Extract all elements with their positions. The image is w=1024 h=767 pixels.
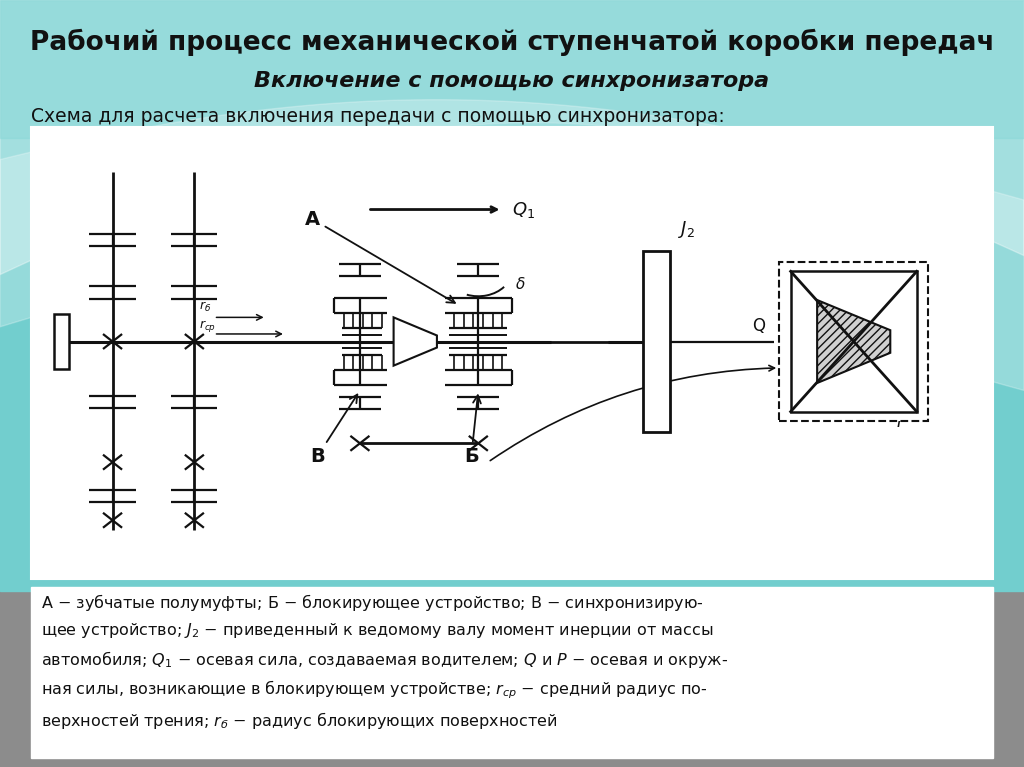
Text: $\beta$: $\beta$ bbox=[897, 268, 909, 291]
Text: Рабочий процесс механической ступенчатой коробки передач: Рабочий процесс механической ступенчатой… bbox=[30, 28, 994, 56]
Bar bbox=[54, 314, 70, 369]
Text: $Q_1$: $Q_1$ bbox=[512, 199, 536, 219]
Bar bbox=[0, 0, 1024, 138]
Polygon shape bbox=[817, 300, 890, 383]
Text: Схема для расчета включения передачи с помощью синхронизатора:: Схема для расчета включения передачи с п… bbox=[31, 107, 724, 126]
Text: $r_б$: $r_б$ bbox=[199, 300, 211, 314]
Bar bbox=[31, 127, 993, 579]
Bar bbox=[31, 587, 993, 758]
Bar bbox=[643, 251, 670, 432]
Text: P: P bbox=[896, 413, 906, 431]
Text: В: В bbox=[310, 394, 357, 466]
Text: А: А bbox=[305, 209, 455, 303]
Text: $r_{ср}$: $r_{ср}$ bbox=[199, 318, 216, 334]
Text: Q: Q bbox=[752, 318, 765, 335]
Text: $\delta$: $\delta$ bbox=[515, 275, 525, 291]
Bar bbox=[791, 272, 916, 412]
Polygon shape bbox=[393, 318, 437, 366]
Text: $J_2$: $J_2$ bbox=[678, 219, 694, 240]
Text: Б: Б bbox=[464, 395, 481, 466]
Text: А $-$ зубчатые полумуфты; Б $-$ блокирующее устройство; В $-$ синхронизирую-
щее: А $-$ зубчатые полумуфты; Б $-$ блокирую… bbox=[41, 592, 728, 731]
Text: Включение с помощью синхронизатора: Включение с помощью синхронизатора bbox=[254, 71, 770, 91]
Bar bbox=[0, 0, 1024, 591]
Bar bbox=[779, 262, 929, 421]
